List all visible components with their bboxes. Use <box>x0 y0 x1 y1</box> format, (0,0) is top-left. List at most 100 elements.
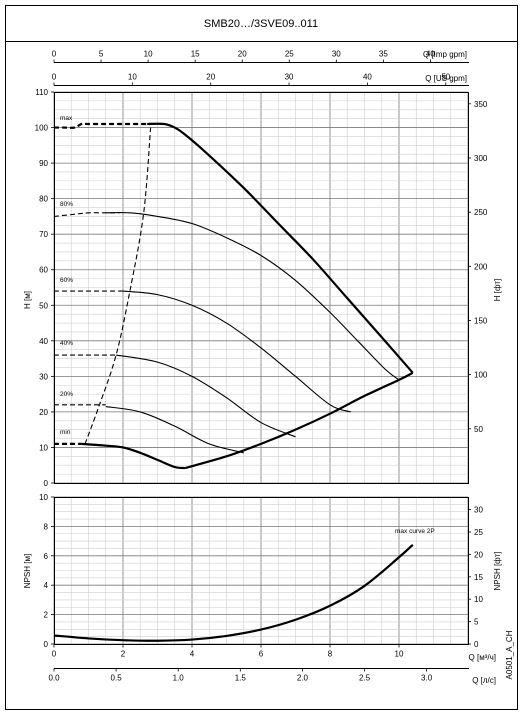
npsh-right-axis-label: NPSH [фт] <box>493 552 502 591</box>
head-left-tick-label: 100 <box>35 124 49 133</box>
head-left-tick-label: 70 <box>39 230 48 239</box>
head-left-tick-label: 50 <box>39 301 48 310</box>
curve-max-solid-bold <box>147 122 414 374</box>
curve-80pct-dashed <box>53 212 120 217</box>
head-right-tick-label: 100 <box>474 371 488 380</box>
drawing-code: A0501_A_CH <box>505 630 514 679</box>
label-max-curve-2p: max curve 2P <box>395 528 435 535</box>
head-plot-frame <box>54 92 469 484</box>
ls-axis-label: Q [л/с] <box>472 676 496 685</box>
npsh-left-ticks: 0 2 4 6 8 10 <box>39 493 54 649</box>
npsh-right-tick-label: 10 <box>474 595 483 604</box>
curve-min-solid-bold <box>81 442 186 470</box>
us-gpm-tick-label: 40 <box>363 73 372 82</box>
npsh-left-tick-label: 6 <box>44 552 49 561</box>
head-curves <box>53 122 414 470</box>
outer-frame <box>5 5 518 710</box>
imp-gpm-tick-label: 10 <box>144 50 153 59</box>
npsh-plot-frame <box>54 497 469 645</box>
m3h-tick-label: 0 <box>52 650 57 659</box>
us-gpm-tick-label: 20 <box>206 73 215 82</box>
head-left-tick-label: 0 <box>44 479 49 488</box>
us-gpm-ticks: 0 10 20 30 40 50 <box>52 73 451 86</box>
head-grid <box>53 91 469 484</box>
head-left-tick-label: 30 <box>39 372 48 381</box>
head-left-axis-label: H [м] <box>23 291 32 309</box>
m3h-ticks: 0 2 4 6 8 10 <box>52 644 404 659</box>
ls-tick-label: 0.5 <box>111 674 123 683</box>
npsh-left-axis-label: NPSH [м] <box>23 554 32 588</box>
npsh-right-ticks: 0 5 10 15 20 25 30 <box>468 506 483 649</box>
head-left-tick-label: 80 <box>39 195 48 204</box>
imp-gpm-tick-label: 35 <box>379 50 388 59</box>
head-left-tick-label: 40 <box>39 337 48 346</box>
npsh-curves <box>53 543 414 642</box>
label-80: 80% <box>60 201 73 208</box>
imp-gpm-axis-label: Q [Imp gpm] <box>423 50 467 59</box>
ls-tick-label: 3.0 <box>421 674 433 683</box>
imp-gpm-ticks: 0 5 10 15 20 25 30 35 40 <box>52 50 435 63</box>
npsh-left-tick-label: 8 <box>44 522 49 531</box>
curve-bep-dashed <box>84 127 152 445</box>
npsh-grid <box>53 496 469 645</box>
m3h-tick-label: 6 <box>259 650 264 659</box>
label-max: max <box>60 115 73 122</box>
us-gpm-tick-label: 0 <box>52 73 57 82</box>
npsh-curve-max-curve-2p <box>53 543 414 642</box>
head-left-tick-label: 10 <box>39 443 48 452</box>
head-right-tick-label: 150 <box>474 316 488 325</box>
npsh-right-tick-label: 15 <box>474 573 483 582</box>
imp-gpm-tick-label: 40 <box>426 50 435 59</box>
chart-title: SMB20…/3SVE09..011 <box>204 18 318 30</box>
npsh-left-tick-label: 2 <box>44 611 49 620</box>
label-40: 40% <box>60 340 73 347</box>
ls-tick-label: 1.5 <box>235 674 247 683</box>
imp-gpm-tick-label: 0 <box>52 50 57 59</box>
npsh-right-tick-label: 20 <box>474 550 483 559</box>
head-right-tick-label: 50 <box>474 425 483 434</box>
npsh-right-tick-label: 30 <box>474 506 483 515</box>
curve-20pct-solid <box>105 406 244 454</box>
us-gpm-tick-label: 30 <box>285 73 294 82</box>
head-left-ticks: 0 10 20 30 40 50 60 70 80 90 100 110 <box>35 88 54 488</box>
imp-gpm-tick-label: 25 <box>285 50 294 59</box>
m3h-tick-label: 2 <box>121 650 126 659</box>
head-right-tick-label: 200 <box>474 262 488 271</box>
npsh-right-tick-label: 0 <box>474 640 479 649</box>
label-60: 60% <box>60 277 73 284</box>
curve-60pct-solid <box>122 290 351 413</box>
imp-gpm-tick-label: 20 <box>238 50 247 59</box>
ls-tick-label: 1.0 <box>173 674 185 683</box>
npsh-left-tick-label: 0 <box>44 640 49 649</box>
head-left-tick-label: 110 <box>35 88 48 97</box>
m3h-axis-label: Q [м³/ч] <box>469 653 496 662</box>
label-20: 20% <box>60 391 73 398</box>
ls-ticks: 0.0 0.5 1.0 1.5 2.0 2.5 3.0 <box>48 668 433 683</box>
imp-gpm-tick-label: 30 <box>332 50 341 59</box>
ls-tick-label: 2.5 <box>359 674 371 683</box>
m3h-tick-label: 10 <box>395 650 404 659</box>
top-axes: 0 5 10 15 20 25 30 35 40 0 10 20 30 40 50 Q [Imp gpm]… <box>52 50 469 86</box>
curve-40pct-solid <box>116 354 296 438</box>
head-left-tick-label: 60 <box>39 266 48 275</box>
curve-max-dashed-bold <box>54 122 151 129</box>
us-gpm-tick-label: 10 <box>128 73 137 82</box>
npsh-right-tick-label: 25 <box>474 528 483 537</box>
us-gpm-axis-label: Q [US gpm] <box>425 74 467 83</box>
npsh-left-tick-label: 4 <box>44 581 49 590</box>
m3h-tick-label: 8 <box>328 650 333 659</box>
ls-tick-label: 2.0 <box>297 674 309 683</box>
ls-tick-label: 0.0 <box>48 674 60 683</box>
head-right-tick-label: 250 <box>474 208 488 217</box>
curve-80pct-solid <box>105 212 400 381</box>
us-gpm-tick-label: 50 <box>441 73 450 82</box>
npsh-left-tick-label: 10 <box>39 493 48 502</box>
label-min: min <box>60 429 71 436</box>
head-right-ticks: 50 100 150 200 250 300 350 <box>468 100 488 434</box>
head-right-tick-label: 350 <box>474 100 488 109</box>
head-left-tick-label: 20 <box>39 408 48 417</box>
imp-gpm-tick-label: 15 <box>191 50 200 59</box>
speed-labels: max 80% 60% 40% 20% min <box>60 115 73 436</box>
